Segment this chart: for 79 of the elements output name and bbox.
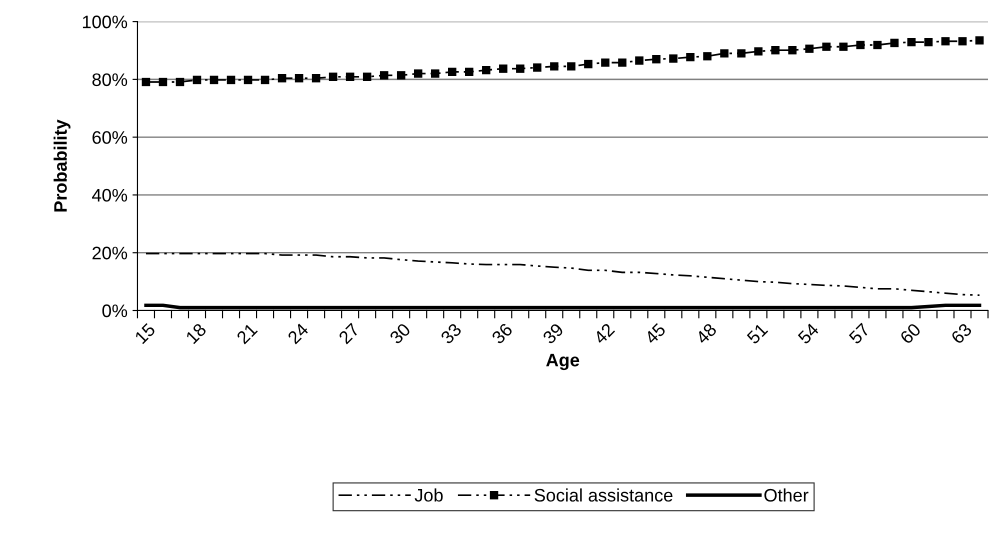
point (788, 46, 797, 54)
point (346, 72, 354, 81)
x-tick-label: 18 (185, 322, 207, 344)
y-axis-title: Probability (54, 119, 70, 212)
point (380, 71, 388, 80)
point (720, 49, 729, 58)
x-tick-label: 60 (899, 322, 922, 345)
point (924, 38, 933, 46)
x-tick-label: 15 (134, 322, 156, 344)
x-tick-label: 30 (388, 322, 412, 345)
x-tick-label: 57 (848, 322, 870, 345)
point (210, 76, 218, 84)
x-tick-label: 33 (440, 322, 462, 345)
x-tick-label: 48 (694, 322, 718, 345)
x-tick-label: 21 (236, 322, 258, 344)
line-series (145, 252, 980, 296)
point (516, 64, 524, 73)
point (328, 72, 338, 81)
legend-label: Other (764, 488, 808, 502)
point (448, 68, 456, 76)
point (312, 74, 320, 82)
point (618, 58, 626, 67)
point (652, 54, 660, 64)
point (822, 42, 831, 51)
x-tick-label: 51 (746, 322, 768, 345)
x-tick-label: 42 (592, 322, 616, 345)
legend-label: Job (414, 488, 443, 502)
point (158, 78, 168, 86)
point (890, 38, 899, 48)
x-tick-label: 54 (797, 322, 820, 345)
x-tick-label: 27 (338, 322, 360, 344)
legend-label: Social assistance (534, 488, 672, 502)
point (805, 44, 814, 53)
point (550, 62, 558, 71)
point (430, 69, 440, 78)
point (635, 56, 644, 65)
point (703, 52, 712, 60)
x-tick-label: 36 (490, 322, 514, 345)
y-tick-label: 20% (92, 246, 128, 260)
point (737, 49, 746, 58)
point (754, 47, 763, 56)
point (601, 58, 610, 67)
point (465, 68, 474, 76)
point (176, 78, 184, 86)
point (686, 52, 694, 62)
point (396, 71, 406, 80)
point (226, 76, 236, 84)
y-tick-label: 100% (82, 16, 128, 28)
point (142, 78, 150, 86)
point (958, 37, 967, 46)
point (839, 42, 848, 51)
y-tick-label: 40% (92, 188, 128, 202)
point (941, 37, 950, 46)
point (975, 36, 984, 45)
x-tick-label: 63 (950, 322, 972, 345)
point (362, 72, 372, 81)
point (499, 64, 508, 73)
point (192, 76, 202, 84)
y-tick-label: 0% (102, 304, 128, 318)
point (856, 40, 865, 50)
point (414, 69, 422, 78)
point (533, 63, 542, 72)
x-axis-title: Age (546, 354, 580, 370)
point (669, 54, 678, 63)
point (278, 74, 286, 82)
point (260, 76, 270, 84)
x-tick-label: 39 (542, 322, 564, 345)
point (907, 38, 916, 46)
point (873, 40, 882, 50)
y-tick-label: 60% (92, 131, 128, 144)
point (482, 66, 490, 74)
point (771, 46, 780, 54)
point (294, 74, 304, 82)
x-tick-label: 45 (644, 322, 666, 345)
point (584, 60, 592, 68)
x-tick-label: 24 (287, 322, 310, 344)
y-tick-label: 80% (92, 73, 128, 86)
point (567, 62, 576, 71)
point (244, 76, 252, 84)
